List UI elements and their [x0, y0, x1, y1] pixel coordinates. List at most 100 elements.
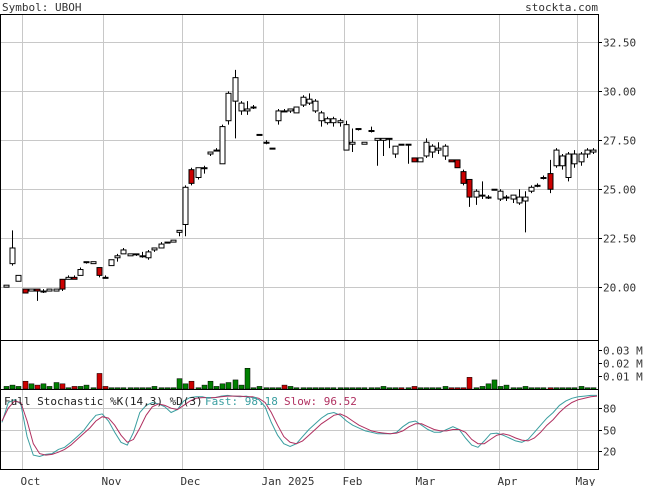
price-tick-label: 27.50 — [603, 135, 636, 148]
price-tick-label: 25.00 — [603, 184, 636, 197]
price-candle — [195, 167, 202, 180]
x-tick-label: Mar — [416, 475, 436, 486]
volume-bar — [578, 386, 585, 390]
stochastic-tick-label: 50 — [603, 425, 616, 438]
price-candle — [405, 143, 412, 164]
volume-bar — [256, 386, 263, 390]
volume-bar — [540, 387, 547, 390]
volume-bar — [368, 387, 375, 390]
price-candle — [528, 185, 535, 194]
stochastic-slow-line — [1, 395, 598, 456]
price-candle — [232, 69, 239, 139]
volume-bar — [565, 387, 572, 390]
price-candle — [108, 259, 115, 267]
volume-bar — [176, 378, 183, 390]
volume-bar — [479, 386, 486, 390]
volume-bar — [34, 384, 41, 390]
price-candle — [15, 274, 22, 282]
volume-bar — [3, 386, 10, 390]
volume-bar — [59, 383, 66, 390]
stochastic-fast-label: Fast: 98.18 — [205, 395, 278, 408]
volume-bar — [120, 387, 127, 390]
price-candle — [454, 159, 461, 169]
volume-bar — [553, 387, 560, 390]
volume-bar — [238, 384, 245, 390]
symbol-label: Symbol: UBOH — [2, 1, 81, 14]
price-candle — [503, 195, 510, 201]
price-candle — [83, 261, 90, 264]
volume-bar — [40, 383, 47, 390]
price-candle — [578, 152, 585, 166]
volume-bar — [473, 387, 480, 390]
price-candle — [46, 288, 53, 292]
volume-bar — [324, 387, 331, 390]
price-candle — [559, 154, 566, 170]
price-candle — [355, 128, 362, 131]
price-candle — [516, 189, 523, 205]
price-candle — [188, 167, 195, 186]
grid-lines — [1, 15, 598, 469]
volume-bar — [28, 383, 35, 390]
price-candle — [522, 191, 529, 233]
price-candle — [213, 148, 220, 152]
volume-bar — [133, 387, 140, 390]
volume-bar — [108, 387, 115, 390]
price-candle — [374, 137, 381, 166]
panel-frames — [0, 14, 599, 470]
volume-bar — [448, 387, 455, 390]
price-candle — [460, 169, 467, 186]
volume-bar — [349, 387, 356, 390]
price-candle — [281, 108, 288, 113]
price-candle — [485, 195, 492, 200]
volume-bar — [528, 387, 535, 390]
price-candle — [158, 242, 165, 249]
volume-bar — [337, 387, 344, 390]
price-candle — [53, 288, 60, 292]
price-axis: 32.50 30.00 27.50 25.00 22.50 20.00 — [598, 37, 636, 295]
volume-bar — [15, 386, 22, 390]
price-candle — [250, 105, 257, 109]
price-candle — [22, 288, 29, 294]
price-candle — [59, 278, 66, 292]
volume-bar — [491, 379, 498, 390]
price-candle — [170, 239, 177, 243]
volume-bar — [225, 382, 232, 390]
volume-bar — [151, 386, 158, 390]
price-candle — [182, 185, 189, 237]
price-candle — [435, 142, 442, 155]
price-candle — [417, 157, 424, 163]
volume-bar — [584, 387, 591, 390]
volume-bar — [244, 367, 251, 390]
stochastic-panel-frame — [0, 389, 599, 470]
volume-tick-label: 0.03 M — [603, 345, 643, 358]
price-candle — [540, 175, 547, 180]
price-candle — [318, 110, 325, 127]
volume-bar — [411, 386, 418, 390]
price-candle — [201, 165, 208, 174]
volume-bar — [435, 387, 442, 390]
volume-bar — [374, 387, 381, 390]
volume-bar — [405, 387, 412, 390]
volume-bar — [522, 386, 529, 390]
volume-bar — [306, 387, 313, 390]
volume-bar — [330, 387, 337, 390]
price-candle — [368, 126, 375, 133]
price-tick-label: 22.50 — [603, 233, 636, 246]
price-candle — [343, 120, 350, 151]
volume-bar — [213, 386, 220, 390]
volume-bar — [429, 387, 436, 390]
volume-bar — [195, 387, 202, 390]
price-candle — [3, 284, 10, 288]
volume-bar — [503, 384, 510, 390]
price-candle — [466, 178, 473, 207]
price-candle — [77, 267, 84, 276]
price-candle — [300, 95, 307, 108]
volume-bar — [547, 387, 554, 390]
stochastic-title: Full Stochastic %K(14,3) %D(3) — [4, 395, 203, 408]
volume-bar — [300, 387, 307, 390]
x-tick-label: May — [576, 475, 596, 486]
price-candle — [442, 144, 449, 160]
volume-bar — [232, 379, 239, 390]
volume-bar — [466, 377, 473, 390]
volume-bar — [145, 387, 152, 390]
